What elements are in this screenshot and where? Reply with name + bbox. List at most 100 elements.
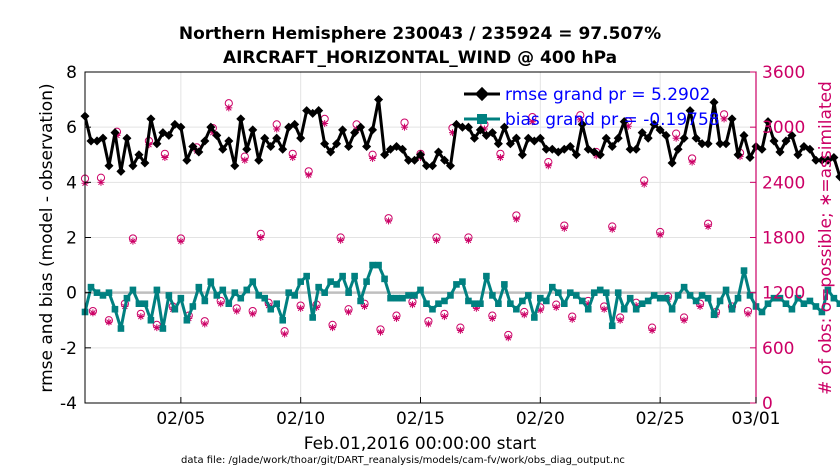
- obs-assimilated-marker: [496, 154, 504, 162]
- bias-point: [776, 294, 784, 302]
- rmse-point: [122, 133, 132, 143]
- bias-point: [501, 281, 508, 288]
- bias-point: [309, 314, 316, 321]
- tick-label-right: 3600: [762, 63, 805, 83]
- bias-point: [543, 297, 550, 305]
- rmse-point: [248, 125, 258, 135]
- legend-rmse-marker: [474, 86, 490, 102]
- bias-point: [333, 281, 340, 288]
- bias-point: [327, 278, 334, 285]
- obs-assimilated-marker: [129, 237, 137, 245]
- bias-point: [429, 305, 436, 313]
- bias-point: [608, 322, 616, 330]
- asterisk-stroke: [130, 238, 136, 245]
- bias-point: [117, 325, 125, 332]
- bias-point: [692, 297, 700, 305]
- asterisk-stroke: [225, 105, 232, 111]
- bias-point: [195, 283, 203, 291]
- bias-point: [411, 292, 418, 299]
- rmse-point: [176, 122, 186, 132]
- bias-point: [495, 300, 502, 307]
- bias-point: [351, 272, 358, 280]
- rmse-point: [290, 119, 300, 129]
- bias-point: [255, 292, 263, 299]
- tick-label-left: 2: [66, 229, 77, 249]
- tick-label-x: 02/05: [156, 409, 205, 429]
- asterisk-stroke: [489, 315, 496, 322]
- asterisk-stroke: [249, 310, 256, 317]
- bias-point: [626, 294, 634, 302]
- asterisk-stroke: [601, 306, 608, 313]
- bias-point: [525, 292, 532, 299]
- bias-point: [261, 294, 269, 302]
- asterisk-stroke: [297, 305, 304, 312]
- rmse-point: [433, 147, 444, 157]
- asterisk-stroke: [337, 237, 344, 244]
- bias-point: [662, 294, 670, 302]
- bias-point: [213, 292, 221, 299]
- bias-point: [123, 294, 131, 302]
- bias-point: [417, 286, 424, 294]
- asterisk-stroke: [305, 172, 312, 178]
- obs-assimilated-marker: [345, 308, 353, 316]
- bias-point: [387, 294, 394, 302]
- bias-point: [566, 289, 574, 296]
- rmse-point: [829, 152, 839, 163]
- rmse-point: [230, 161, 240, 171]
- bias-point: [513, 305, 520, 313]
- obs-assimilated-marker: [544, 162, 552, 170]
- asterisk-stroke: [433, 237, 440, 244]
- bias-point: [237, 294, 245, 302]
- y-axis-label-left: rmse and bias (model - observation): [37, 83, 57, 392]
- asterisk-stroke: [681, 317, 687, 324]
- bias-point: [225, 300, 233, 307]
- bias-point: [279, 316, 287, 324]
- left-axis-ticks: -4 -2 0 2 4 6 8: [60, 63, 91, 414]
- rmse-point: [445, 161, 456, 171]
- rmse-point: [763, 117, 773, 127]
- bias-point: [129, 286, 137, 294]
- asterisk-stroke: [393, 315, 400, 322]
- bias-point: [740, 267, 748, 274]
- bias-point: [686, 292, 694, 299]
- bias-point: [267, 305, 275, 313]
- asterisk-stroke: [329, 324, 336, 331]
- asterisk-stroke: [617, 317, 624, 324]
- obs-assimilated-marker: [504, 334, 512, 342]
- tick-label-x: 03/01: [732, 409, 781, 429]
- rmse-point: [757, 144, 767, 154]
- bias-point: [674, 292, 682, 299]
- tick-label-x: 02/25: [636, 409, 685, 429]
- obs-assimilated-marker: [401, 123, 409, 131]
- tick-label-x: 02/15: [396, 409, 445, 429]
- bias-point: [453, 281, 460, 288]
- bias-point: [345, 289, 352, 296]
- bias-point: [447, 292, 454, 299]
- asterisk-stroke: [233, 308, 240, 314]
- bias-point: [818, 308, 826, 316]
- obs-assimilated-marker: [217, 300, 225, 308]
- obs-assimilated-marker: [688, 158, 696, 166]
- bias-point: [177, 294, 185, 302]
- obs-assimilated-marker: [552, 303, 560, 311]
- obs-assimilated-marker: [648, 326, 656, 334]
- bias-point: [716, 297, 724, 305]
- x-axis-label: Feb.01,2016 00:00:00 start: [304, 434, 537, 454]
- tick-label-x: 02/20: [516, 409, 565, 429]
- rmse-point: [200, 136, 210, 146]
- tick-label-right: 3000: [762, 118, 805, 138]
- rmse-point: [793, 150, 803, 160]
- obs-assimilated-marker: [424, 320, 432, 328]
- asterisk-stroke: [537, 307, 544, 313]
- asterisk-stroke: [178, 238, 184, 245]
- rmse-point: [98, 133, 108, 143]
- obs-assimilated-marker: [161, 154, 169, 162]
- asterisk-stroke: [577, 116, 584, 123]
- bias-point: [554, 289, 562, 296]
- bias-point: [315, 283, 322, 291]
- y-axis-label-right: # of obs: o=possible; ∗=assimilated: [816, 81, 836, 395]
- bias-point: [291, 292, 298, 299]
- obs-assimilated-marker: [137, 313, 145, 321]
- rmse-point: [272, 133, 282, 143]
